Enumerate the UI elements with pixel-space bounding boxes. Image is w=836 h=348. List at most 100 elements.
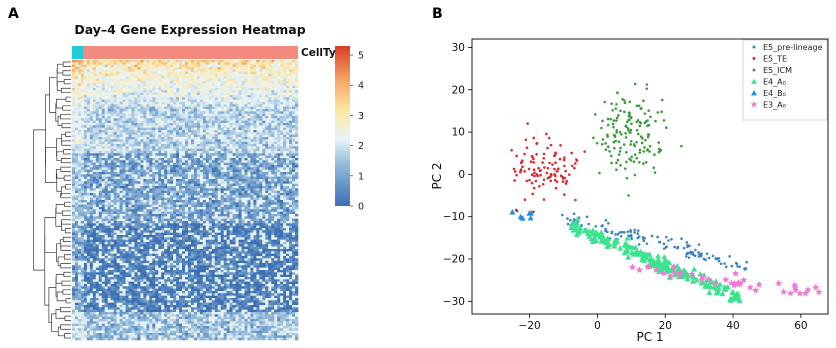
- heatmap-cell: [182, 195, 186, 198]
- heatmap-cell: [271, 69, 275, 72]
- heatmap-cell: [187, 67, 192, 70]
- heatmap-cell: [110, 174, 114, 177]
- heatmap-cell: [205, 60, 210, 63]
- heatmap-cell: [128, 64, 132, 68]
- heatmap-cell: [116, 174, 120, 177]
- heatmap-cell: [223, 193, 227, 196]
- heatmap-cell: [173, 139, 177, 142]
- heatmap-cell: [217, 83, 221, 86]
- heatmap-cell: [268, 181, 272, 184]
- heatmap-cell: [80, 162, 85, 166]
- heatmap-cell: [208, 144, 213, 147]
- heatmap-cell: [235, 151, 239, 154]
- heatmap-cell: [125, 181, 129, 184]
- heatmap-cell: [229, 172, 233, 175]
- heatmap-cell: [149, 137, 153, 140]
- heatmap-cell: [253, 193, 257, 196]
- heatmap-cell: [235, 113, 239, 117]
- heatmap-cell: [155, 197, 159, 201]
- heatmap-cell: [116, 60, 120, 63]
- heatmap-cell: [295, 97, 299, 100]
- heatmap-cell: [110, 81, 114, 84]
- heatmap-cell: [274, 155, 278, 159]
- heatmap-cell: [89, 120, 94, 124]
- heatmap-cell: [196, 202, 201, 205]
- heatmap-cell: [202, 95, 207, 98]
- heatmap-cell: [232, 155, 236, 159]
- heatmap-cell: [193, 153, 198, 156]
- heatmap-cell: [173, 186, 177, 189]
- heatmap-cell: [250, 202, 254, 205]
- heatmap-cell: [86, 200, 91, 203]
- heatmap-cell: [277, 179, 281, 182]
- heatmap-cell: [80, 169, 85, 173]
- heatmap-cell: [199, 90, 204, 93]
- heatmap-cell: [86, 134, 91, 138]
- heatmap-cell: [199, 111, 204, 114]
- heatmap-cell: [268, 186, 272, 189]
- heatmap-cell: [161, 102, 165, 105]
- heatmap-cell: [292, 188, 296, 191]
- heatmap-cell: [220, 76, 224, 79]
- heatmap-cell: [107, 67, 111, 70]
- heatmap-cell: [283, 158, 287, 161]
- heatmap-cell: [179, 165, 183, 168]
- heatmap-cell: [283, 83, 287, 86]
- heatmap-cell: [122, 134, 126, 138]
- heatmap-cell: [125, 200, 129, 203]
- heatmap-cell: [72, 104, 76, 107]
- heatmap-cell: [238, 137, 242, 140]
- heatmap-cell: [155, 134, 159, 138]
- heatmap-cell: [170, 99, 174, 103]
- heatmap-cell: [214, 113, 219, 117]
- heatmap-cell: [161, 113, 165, 117]
- heatmap-cell: [86, 104, 91, 107]
- heatmap-cell: [143, 102, 147, 105]
- heatmap-cell: [107, 165, 111, 168]
- heatmap-cell: [179, 179, 183, 182]
- heatmap-cell: [277, 113, 281, 117]
- heatmap-cell: [286, 109, 290, 112]
- heatmap-cell: [232, 186, 236, 189]
- heatmap-cell: [131, 151, 135, 154]
- heatmap-cell: [119, 102, 123, 105]
- heatmap-cell: [265, 207, 269, 210]
- heatmap-cell: [277, 123, 281, 126]
- heatmap-cell: [149, 165, 153, 168]
- heatmap-cell: [235, 102, 239, 105]
- heatmap-cell: [170, 127, 174, 131]
- heatmap-cell: [262, 92, 266, 96]
- heatmap-cell: [223, 106, 227, 110]
- heatmap-cell: [250, 78, 254, 82]
- heatmap-cell: [241, 148, 245, 152]
- heatmap-cell: [83, 162, 88, 166]
- heatmap-cell: [83, 153, 88, 156]
- heatmap-cell: [241, 88, 245, 91]
- heatmap-cell: [196, 204, 201, 208]
- heatmap-cell: [229, 167, 233, 170]
- heatmap-cell: [86, 60, 91, 63]
- heatmap-cell: [286, 144, 290, 147]
- heatmap-cell: [182, 197, 186, 201]
- heatmap-cell: [137, 67, 141, 70]
- heatmap-cell: [113, 118, 117, 121]
- heatmap-cell: [179, 81, 183, 84]
- heatmap-cell: [205, 174, 210, 177]
- heatmap-cell: [149, 144, 153, 147]
- heatmap-cell: [211, 172, 216, 175]
- heatmap-cell: [92, 202, 97, 205]
- heatmap-cell: [182, 60, 186, 63]
- heatmap-cell: [83, 92, 88, 96]
- heatmap-cell: [155, 153, 159, 156]
- heatmap-cell: [226, 109, 230, 112]
- heatmap-cell: [104, 67, 108, 70]
- heatmap-cell: [250, 125, 254, 128]
- heatmap-cell: [128, 118, 132, 121]
- heatmap-cell: [286, 148, 290, 152]
- heatmap-cell: [241, 172, 245, 175]
- heatmap-cell: [128, 193, 132, 196]
- heatmap-cell: [277, 97, 281, 100]
- heatmap-cell: [176, 155, 180, 159]
- heatmap-cell: [131, 85, 135, 89]
- heatmap-cell: [98, 69, 103, 72]
